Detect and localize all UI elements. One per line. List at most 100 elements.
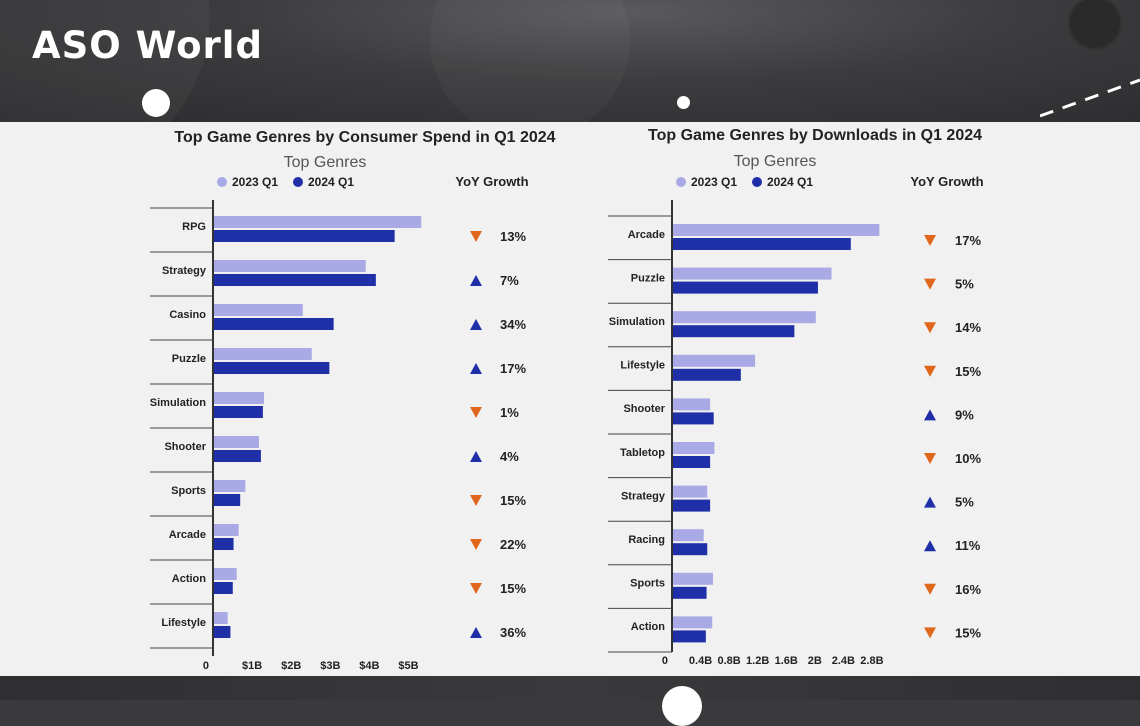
downloads-category-label: Action (631, 621, 666, 633)
spend-bar-2023 (214, 216, 422, 228)
spend-bar-2023 (214, 568, 237, 580)
spend-category-label: Arcade (169, 529, 206, 541)
spend-bar-2023 (214, 260, 366, 272)
spend-category-label: Simulation (150, 397, 207, 409)
spend-bar-2024 (214, 450, 261, 462)
spend-bar-2024 (214, 626, 231, 638)
downloads-bar-2024 (673, 543, 708, 556)
decor-dashed-line (1040, 78, 1140, 118)
decor-circle (677, 96, 690, 109)
spend-legend-marker (293, 177, 303, 187)
spend-x-tick-label: $4B (359, 660, 379, 672)
downloads-bar-2023 (673, 616, 713, 629)
decor-circle (1068, 0, 1122, 50)
spend-category-label: Casino (169, 309, 206, 321)
downloads-growth-down-icon (924, 627, 936, 639)
downloads-growth-up-icon (924, 496, 936, 508)
downloads-bar-2024 (673, 238, 851, 250)
downloads-growth-up-icon (924, 540, 936, 552)
downloads-category-label: Arcade (628, 229, 665, 241)
spend-bar-2024 (214, 582, 233, 594)
spend-growth-value: 36% (500, 625, 526, 640)
downloads-x-tick-label: 0.8B (717, 655, 740, 667)
spend-growth-value: 15% (500, 581, 526, 596)
downloads-growth-value: 15% (955, 625, 981, 640)
spend-legend-label: 2023 Q1 (232, 175, 278, 189)
downloads-legend-marker (676, 177, 686, 187)
decor-circle (0, 0, 210, 122)
spend-growth-value: 1% (500, 405, 519, 420)
spend-growth-up-icon (470, 319, 482, 330)
downloads-category-label: Tabletop (620, 447, 665, 459)
downloads-growth-value: 17% (955, 233, 981, 248)
spend-bar-2023 (214, 524, 239, 536)
spend-x-tick-label: $3B (320, 660, 340, 672)
downloads-bar-2024 (673, 630, 706, 643)
downloads-chart-subtitle: Top Genres (734, 153, 817, 170)
downloads-x-tick-label: 1.6B (775, 655, 798, 667)
downloads-growth-value: 5% (955, 495, 974, 510)
spend-category-label: Puzzle (172, 353, 206, 365)
chart-panel (0, 122, 1140, 676)
downloads-growth-value: 16% (955, 582, 981, 597)
spend-growth-down-icon (470, 231, 482, 242)
downloads-x-tick-label: 0.4B (689, 655, 712, 667)
downloads-chart-title: Top Game Genres by Downloads in Q1 2024 (648, 127, 982, 144)
spend-bar-2023 (214, 612, 228, 624)
downloads-bar-2023 (673, 485, 708, 498)
spend-growth-up-icon (470, 451, 482, 462)
spend-chart-title: Top Game Genres by Consumer Spend in Q1 … (174, 129, 555, 146)
downloads-x-tick-label: 2.4B (832, 655, 855, 667)
downloads-category-label: Puzzle (631, 272, 665, 284)
spend-growth-value: 7% (500, 273, 519, 288)
downloads-bar-2024 (673, 456, 711, 468)
downloads-bar-2023 (673, 572, 713, 585)
downloads-bar-2023 (673, 354, 756, 367)
downloads-growth-down-icon (924, 278, 936, 290)
spend-category-label: RPG (182, 221, 206, 233)
spend-growth-down-icon (470, 495, 482, 506)
downloads-category-label: Strategy (621, 490, 666, 502)
downloads-bar-2024 (673, 281, 818, 294)
downloads-x-tick-label: 1.2B (746, 655, 769, 667)
downloads-legend-label: 2023 Q1 (691, 175, 737, 189)
downloads-bar-2023 (673, 398, 711, 411)
spend-bar-2024 (214, 406, 263, 418)
downloads-growth-down-icon (924, 583, 936, 595)
downloads-category-label: Racing (628, 534, 665, 546)
spend-category-label: Strategy (162, 265, 207, 277)
downloads-bar-2024 (673, 412, 714, 425)
spend-bar-2024 (214, 230, 395, 242)
downloads-bar-2023 (673, 267, 832, 280)
spend-x-tick-label: $5B (398, 660, 418, 672)
spend-legend-marker (217, 177, 227, 187)
spend-growth-value: 13% (500, 229, 526, 244)
brand-logo[interactable]: ASO World (32, 24, 263, 67)
downloads-x-tick-label: 0 (662, 655, 668, 667)
spend-growth-down-icon (470, 539, 482, 550)
spend-growth-up-icon (470, 627, 482, 638)
spend-bar-2024 (214, 538, 234, 550)
charts-svg: Top Game Genres by Consumer Spend in Q1 … (150, 127, 984, 672)
spend-growth-value: 17% (500, 361, 526, 376)
downloads-bar-2024 (673, 586, 707, 599)
spend-bar-2024 (214, 494, 241, 506)
spend-yoy-header: YoY Growth (455, 174, 528, 189)
spend-growth-down-icon (470, 583, 482, 594)
spend-growth-value: 22% (500, 537, 526, 552)
downloads-bar-2023 (673, 311, 816, 324)
downloads-category-label: Sports (630, 578, 665, 590)
downloads-growth-down-icon (924, 322, 936, 334)
downloads-growth-down-icon (924, 235, 936, 246)
spend-chart-subtitle: Top Genres (284, 154, 367, 171)
downloads-growth-value: 9% (955, 407, 974, 422)
spend-growth-value: 15% (500, 493, 526, 508)
spend-growth-down-icon (470, 407, 482, 418)
spend-x-tick-label: $1B (242, 660, 262, 672)
downloads-growth-value: 14% (955, 320, 981, 335)
spend-category-label: Lifestyle (161, 617, 206, 629)
spend-category-label: Action (172, 573, 207, 585)
downloads-bar-2023 (673, 442, 715, 454)
downloads-yoy-header: YoY Growth (910, 174, 983, 189)
downloads-x-tick-label: 2B (808, 655, 822, 667)
